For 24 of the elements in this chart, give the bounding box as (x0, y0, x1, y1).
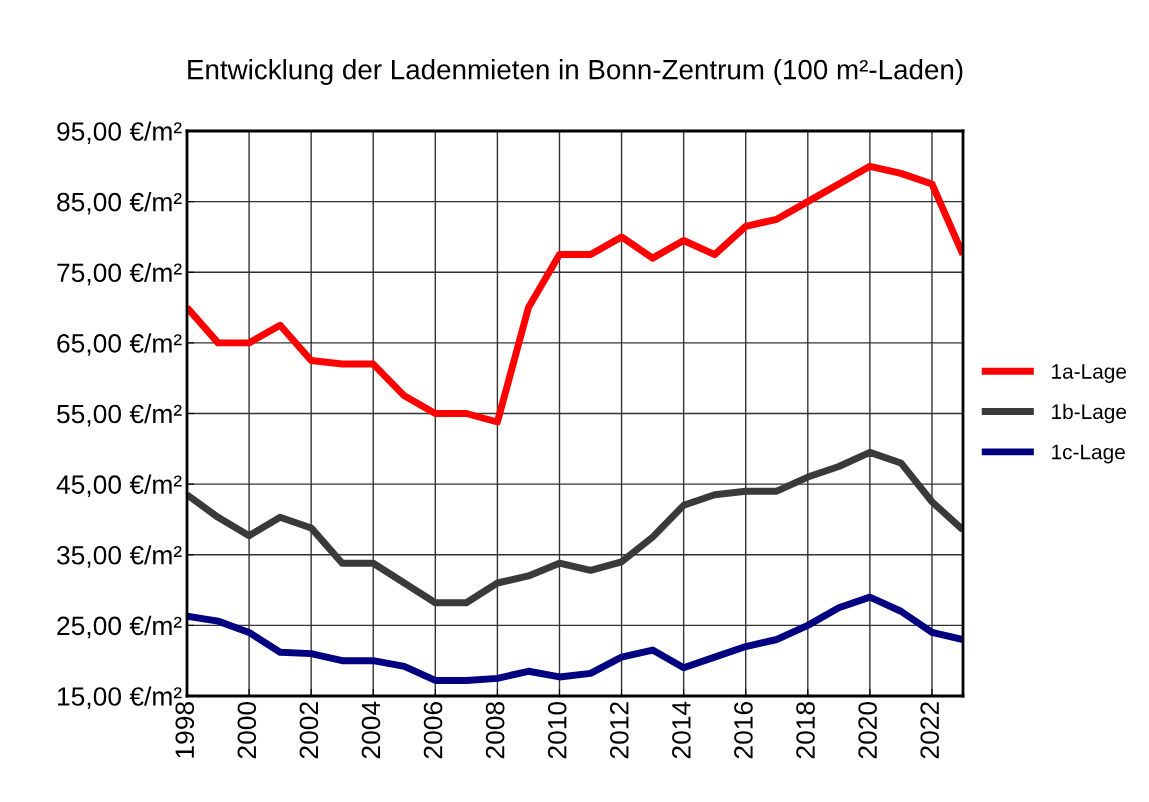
x-tick-label: 2006 (423, 702, 443, 759)
legend-label: 1b-Lage (1052, 403, 1127, 424)
x-tick-label: 2020 (858, 701, 877, 759)
y-tick-label: 85,00 €/m² (57, 192, 182, 215)
x-tick-label: 2018 (796, 702, 815, 759)
y-tick-label: 75,00 €/m² (57, 262, 182, 286)
y-tick-label: 25,00 €/m² (57, 615, 182, 639)
y-tick-label: 95,00 €/m² (57, 121, 182, 144)
x-tick-label: 2012 (609, 702, 629, 759)
chart-title: Entwicklung der Ladenmieten in Bonn-Zentrum (100 m²-Laden) (188, 59, 963, 85)
x-tick-label: 2002 (299, 702, 319, 759)
y-tick-label: 45,00 €/m² (56, 474, 182, 498)
legend-label: 1c-Lage (1052, 444, 1125, 464)
x-tick-label: 2014 (672, 701, 691, 759)
y-tick-label: 35,00 €/m² (57, 545, 182, 568)
y-tick-label: 55,00 €/m² (57, 403, 182, 427)
x-tick-label: 2004 (361, 701, 381, 759)
legend-label: 1a-Lage (1052, 364, 1127, 383)
x-tick-label: 2000 (237, 701, 257, 759)
x-tick-label: 2016 (734, 702, 753, 759)
y-tick-label: 65,00 €/m² (57, 333, 182, 356)
x-tick-label: 2022 (920, 702, 940, 759)
x-tick-label: 2008 (485, 702, 505, 759)
x-tick-label: 2010 (547, 701, 567, 759)
